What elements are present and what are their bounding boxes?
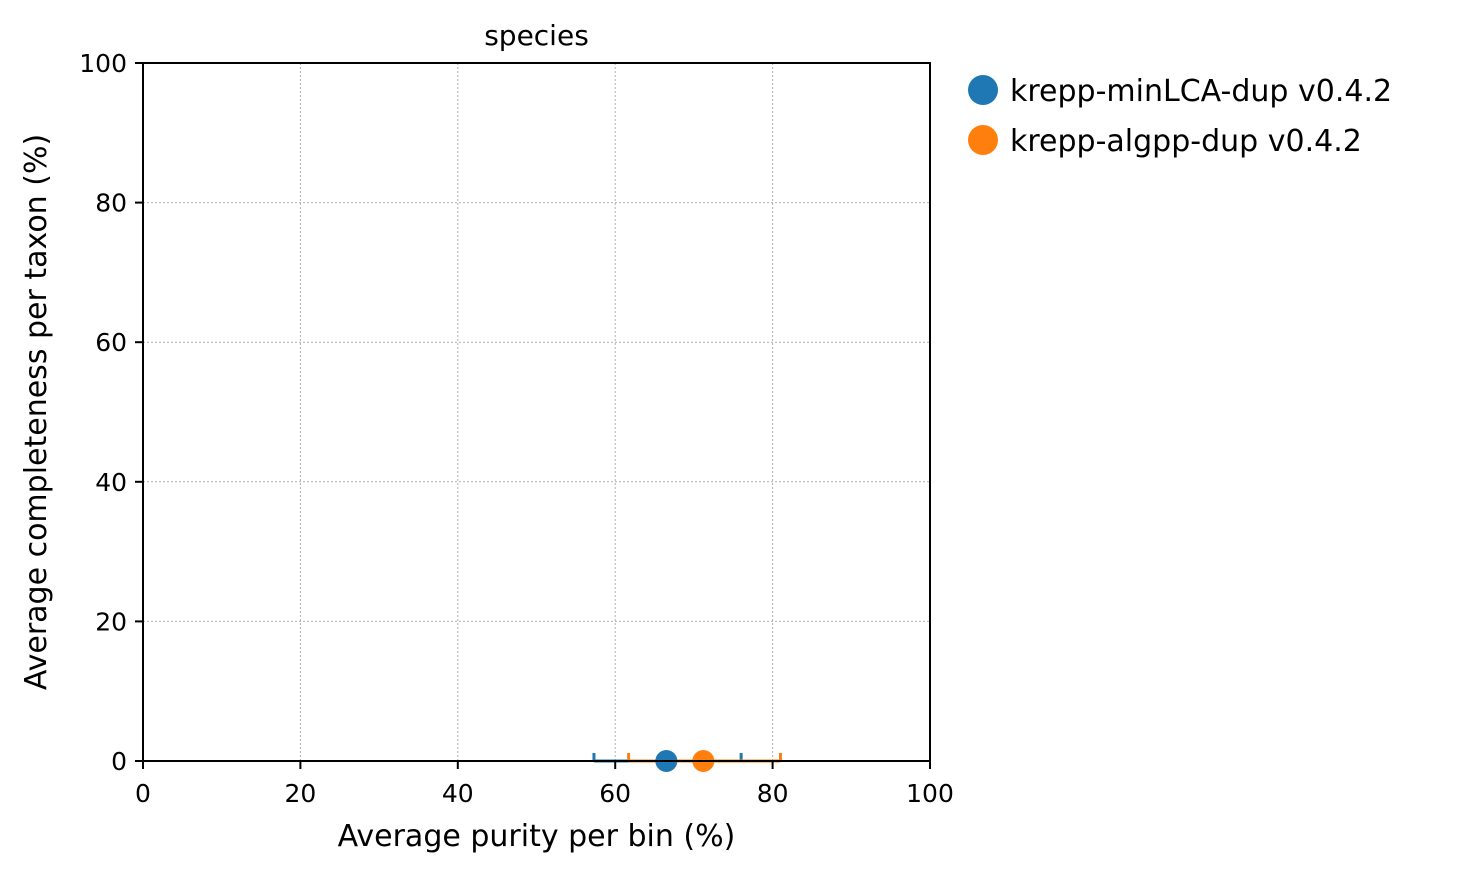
x-tick-label: 0 [135, 779, 151, 808]
y-tick-label: 80 [95, 189, 127, 218]
x-tick-label: 20 [284, 779, 316, 808]
y-axis: 0 20 40 60 80 100 [79, 49, 143, 776]
x-tick-label: 80 [757, 779, 789, 808]
y-tick-label: 0 [111, 747, 127, 776]
y-tick-label: 40 [95, 468, 127, 497]
x-axis: 0 20 40 60 80 100 [135, 761, 954, 808]
x-tick-label: 60 [599, 779, 631, 808]
plot-frame [142, 62, 931, 762]
legend-marker [968, 75, 998, 105]
grid [143, 63, 930, 761]
y-tick-label: 100 [79, 49, 127, 78]
chart-title: species [484, 19, 589, 52]
x-tick-label: 100 [906, 779, 954, 808]
error-bars [592, 753, 782, 763]
legend-label: krepp-minLCA-dup v0.4.2 [1010, 74, 1392, 109]
y-tick-label: 60 [95, 328, 127, 357]
legend: krepp-minLCA-dup v0.4.2 krepp-algpp-dup v… [968, 74, 1392, 159]
x-tick-label: 40 [442, 779, 474, 808]
y-tick-label: 20 [95, 607, 127, 636]
legend-marker [968, 125, 998, 155]
y-axis-title: Average completeness per taxon (%) [19, 134, 54, 690]
x-axis-title: Average purity per bin (%) [338, 819, 736, 854]
legend-label: krepp-algpp-dup v0.4.2 [1010, 124, 1362, 159]
